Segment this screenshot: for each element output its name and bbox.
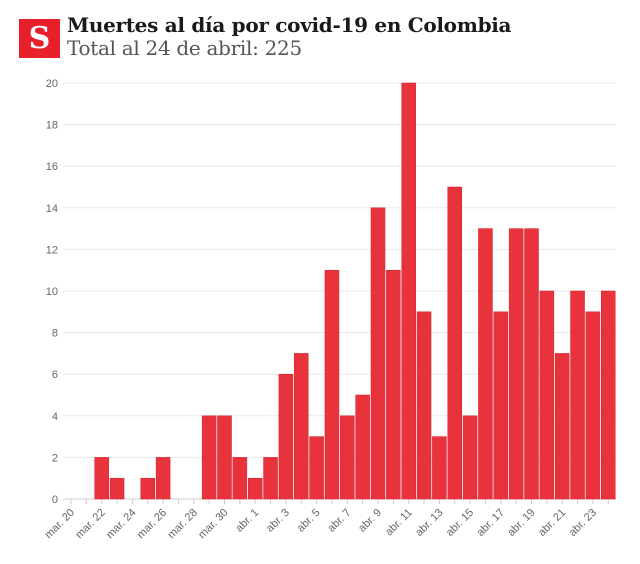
- bar: [247, 477, 263, 500]
- x-tick-label: abr. 19: [505, 507, 537, 539]
- bar: [432, 436, 447, 500]
- bar: [309, 436, 324, 500]
- bar: [524, 228, 539, 500]
- bar: [217, 415, 232, 500]
- x-tick-label: abr. 9: [356, 507, 384, 535]
- y-tick-label: 20: [46, 78, 58, 90]
- y-tick-label: 18: [46, 120, 58, 132]
- x-tick-label: abr. 21: [536, 507, 568, 539]
- bar: [601, 290, 616, 500]
- bar: [416, 311, 432, 500]
- x-tick-label: abr. 1: [233, 507, 261, 535]
- x-tick-label: abr. 17: [475, 507, 507, 539]
- y-tick-label: 2: [52, 452, 58, 464]
- bar: [263, 457, 278, 500]
- y-tick-label: 6: [52, 369, 58, 381]
- chart-subtitle: Total al 24 de abril: 225: [67, 36, 302, 60]
- bar: [294, 353, 309, 500]
- bar: [508, 228, 524, 500]
- y-tick-label: 16: [46, 161, 58, 173]
- logo-letter: S: [28, 21, 51, 56]
- bar: [232, 457, 248, 500]
- y-tick-label: 10: [46, 286, 58, 298]
- bar: [355, 394, 370, 500]
- y-tick-label: 14: [46, 203, 58, 215]
- bar: [94, 457, 109, 500]
- x-tick-label: abr. 23: [567, 507, 599, 539]
- bar: [585, 311, 601, 500]
- x-tick-label: mar. 28: [165, 507, 199, 541]
- x-tick-label: mar. 30: [196, 507, 230, 541]
- bar: [447, 186, 462, 500]
- y-tick-label: 0: [52, 494, 58, 506]
- bar: [539, 290, 555, 500]
- bar: [554, 353, 570, 500]
- x-tick-label: mar. 26: [135, 507, 169, 541]
- bar: [370, 207, 386, 500]
- bar: [478, 228, 493, 500]
- x-tick-label: mar. 22: [73, 507, 107, 541]
- chart-title: Muertes al día por covid-19 en Colombia: [67, 13, 512, 37]
- bar: [340, 415, 355, 500]
- bar: [386, 269, 401, 500]
- bar: [155, 457, 171, 500]
- x-tick-label: abr. 11: [383, 507, 415, 539]
- x-tick-label: abr. 15: [444, 507, 476, 539]
- y-tick-label: 12: [46, 244, 58, 256]
- bar: [201, 415, 217, 500]
- y-tick-label: 4: [52, 411, 58, 423]
- brand-logo: S: [19, 19, 60, 58]
- bar: [570, 290, 585, 500]
- x-tick-label: mar. 20: [43, 507, 77, 541]
- x-tick-label: mar. 24: [104, 507, 138, 541]
- bar: [401, 82, 416, 500]
- bar: [324, 269, 340, 500]
- y-tick-label: 8: [52, 328, 58, 340]
- bar: [462, 415, 478, 500]
- bar: [140, 477, 155, 500]
- bar: [109, 477, 125, 500]
- bar: [278, 373, 294, 500]
- x-tick-label: abr. 13: [413, 507, 445, 539]
- x-tick-label: abr. 5: [295, 507, 323, 535]
- x-tick-label: abr. 7: [325, 507, 353, 535]
- x-tick-label: abr. 3: [264, 507, 292, 535]
- bar: [493, 311, 509, 500]
